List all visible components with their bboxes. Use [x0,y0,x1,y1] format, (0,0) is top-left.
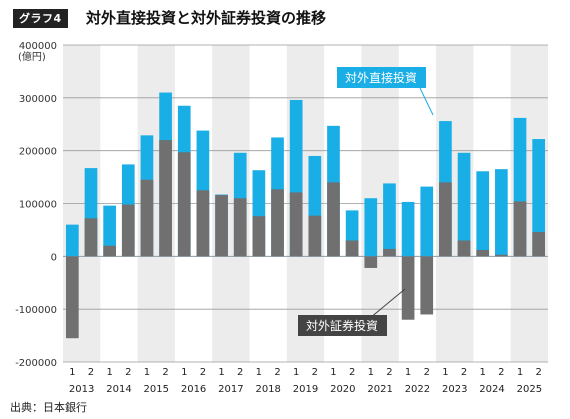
bar-direct [476,171,490,257]
bar-securities [327,182,340,257]
bar-securities [420,256,434,315]
y-tick-label: 400000 [19,41,57,52]
x-half-label: 1 [480,367,486,378]
y-tick-label: -100000 [15,305,57,316]
chart-title: 対外直接投資と対外証券投資の推移 [86,9,327,27]
x-half-label: 2 [88,367,94,378]
callout-securities-text: 対外証券投資 [306,318,378,333]
bar-securities [121,204,135,257]
x-half-label: 1 [144,367,150,378]
bar-securities [65,256,79,339]
x-half-label: 1 [218,367,224,378]
x-half-label: 1 [442,367,448,378]
x-year-label: 2023 [442,384,467,395]
bar-securities [439,182,452,257]
bar-securities [233,198,247,257]
bar-securities [103,245,116,257]
bar-securities [364,256,378,268]
bar-securities [383,248,396,257]
bar-securities [308,215,322,257]
callout-securities-pointer [369,288,406,319]
bar-securities [159,140,172,257]
x-year-label: 2014 [106,384,131,395]
x-half-label: 2 [461,367,467,378]
x-axis-half-labels: 1 2 1 2 1 2 1 2 1 2 1 2 1 2 1 2 1 2 1 2 1 2 1 2 1 2 [69,367,542,378]
x-half-label: 2 [237,367,243,378]
x-half-label: 1 [69,367,75,378]
bar-direct [495,169,508,257]
bar-securities [513,201,527,257]
bar-securities [476,249,490,257]
figure-badge: グラフ4 [13,9,68,28]
chart-header: グラフ4 対外直接投資と対外証券投資の推移 [0,0,570,38]
x-half-label: 2 [162,367,168,378]
x-half-label: 1 [256,367,262,378]
x-half-label: 2 [125,367,131,378]
y-tick-label: 300000 [19,94,57,105]
bar-direct [420,186,434,257]
bar-direct [65,224,79,257]
x-year-label: 2015 [144,384,169,395]
x-half-label: 2 [274,367,280,378]
bar-securities [271,189,284,257]
bar-direct [383,183,396,257]
x-half-label: 1 [106,367,112,378]
callout-direct-box [337,67,426,88]
x-half-label: 2 [386,367,392,378]
bar-direct [103,205,116,257]
x-half-label: 1 [181,367,187,378]
series-securities-investment [65,140,546,339]
bar-securities [252,216,266,257]
x-half-label: 2 [200,367,206,378]
y-axis-unit-label: (億円) [18,50,46,63]
bar-direct [457,152,471,257]
bar-securities [215,195,228,257]
bar-securities [289,192,303,257]
bar-direct [364,198,378,257]
x-half-label: 1 [330,367,336,378]
bar-securities [140,179,154,257]
y-tick-label: 200000 [19,147,57,158]
bar-securities [457,240,471,257]
x-year-label: 2024 [479,384,504,395]
x-half-label: 1 [517,367,523,378]
callout-direct-text: 対外直接投資 [345,70,417,85]
x-half-label: 2 [424,367,430,378]
x-year-label: 2025 [517,384,542,395]
bar-securities [196,190,210,257]
source-note: 出典：日本銀行 [10,401,87,414]
bar-securities [84,218,98,257]
callouts: 対外直接投資 対外証券投資 [298,67,434,336]
x-half-label: 1 [293,367,299,378]
x-year-label: 2016 [181,384,206,395]
bar-direct [532,139,546,257]
y-tick-label: 0 [51,252,57,263]
x-year-label: 2020 [330,384,355,395]
bar-securities [345,240,359,257]
x-half-label: 2 [535,367,541,378]
bar-securities [401,256,415,320]
x-half-label: 2 [349,367,355,378]
x-half-label: 1 [368,367,374,378]
x-half-label: 2 [312,367,318,378]
bar-securities [532,232,546,257]
callout-securities-box [298,315,387,336]
bar-direct [401,201,415,257]
x-year-label: 2019 [293,384,318,395]
x-axis-year-labels: 2013 2014 2015 2016 2017 2018 2019 2020 2021 2022… [69,384,542,395]
x-half-label: 1 [405,367,411,378]
y-tick-label: 100000 [19,200,57,211]
bar-securities [177,152,191,257]
x-year-label: 2021 [367,384,392,395]
y-tick-label: -200000 [15,358,57,369]
callout-direct-pointer [419,87,434,116]
x-year-label: 2018 [255,384,280,395]
x-year-label: 2022 [405,384,430,395]
bar-securities [495,254,508,257]
y-axis-tick-labels: 400000 300000 200000 100000 0 -100000 -200000 [15,41,57,369]
x-half-label: 2 [498,367,504,378]
x-year-label: 2013 [69,384,94,395]
x-year-label: 2017 [218,384,243,395]
